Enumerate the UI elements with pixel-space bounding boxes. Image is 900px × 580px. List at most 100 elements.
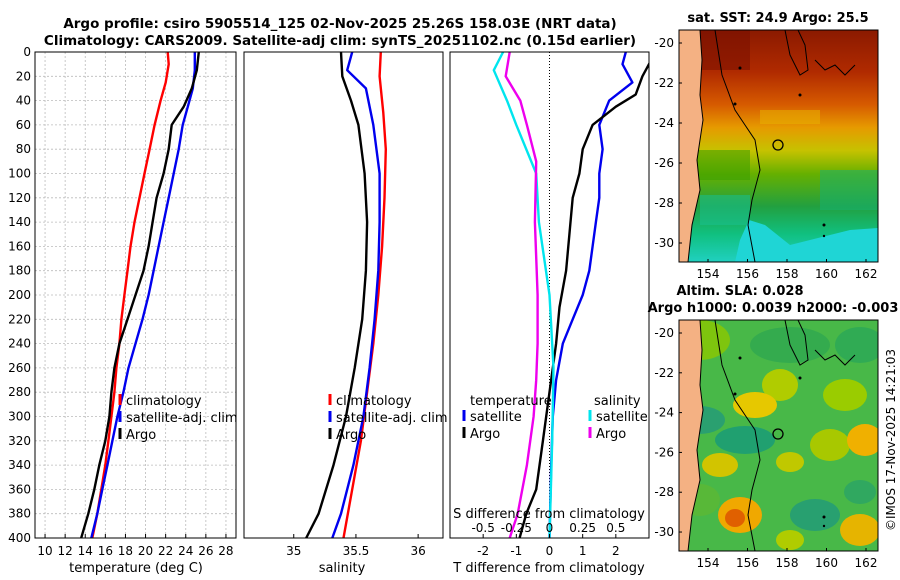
series-line-salinity-satellite — [492, 52, 555, 538]
series-line-temperature-argo — [518, 61, 649, 538]
main-title-line2: Climatology: CARS2009. Satellite-adj cli… — [44, 33, 636, 49]
y-tick-label: 40 — [16, 94, 31, 108]
map-lon-label: 156 — [736, 556, 759, 570]
x-tick-label: 36 — [410, 544, 425, 558]
x-tick-label: 10 — [37, 544, 52, 558]
sla-map: Altim. SLA: 0.028 Argo h1000: 0.0039 h20… — [648, 284, 899, 570]
y-tick-label: 400 — [8, 531, 31, 545]
map-lat-label: -28 — [654, 485, 674, 499]
legend-label: satellite — [596, 410, 648, 425]
legend-label: Argo — [596, 427, 626, 442]
sla-land — [679, 320, 703, 551]
x-tick-label: 16 — [98, 544, 113, 558]
sst-argo-location-marker — [772, 139, 784, 151]
y-tick-label: 280 — [8, 385, 31, 399]
legend-group-title: salinity — [594, 394, 641, 409]
temperature-legend: climatology satellite-adj. clim Argo — [118, 394, 238, 443]
y-tick-label: 200 — [8, 288, 31, 302]
map-lat-label: -24 — [654, 406, 674, 420]
y-tick-label: 160 — [8, 239, 31, 253]
y-tick-label: 220 — [8, 312, 31, 326]
series-line-argo — [80, 52, 200, 538]
y-tick-label: 260 — [8, 361, 31, 375]
difference-legend: temperature salinitysatelliteArgosatellit… — [462, 394, 648, 442]
legend-label: satellite — [470, 410, 522, 425]
legend-label: climatology — [126, 394, 202, 409]
legend-label: climatology — [336, 394, 412, 409]
x-tick-label: 26 — [198, 544, 213, 558]
x-tick-label: 24 — [178, 544, 193, 558]
secondary-x-tick-label: -0.5 — [471, 521, 494, 535]
map-lon-label: 158 — [776, 556, 799, 570]
x-tick-label: -2 — [477, 544, 489, 558]
y-tick-label: 100 — [8, 167, 31, 181]
map-lat-label: -30 — [654, 236, 674, 250]
series-line-satellite-adj-clim — [90, 52, 196, 538]
sst-cool-patch — [735, 220, 878, 262]
temperature-xlabel: temperature (deg C) — [69, 561, 203, 576]
sst-land — [679, 30, 703, 262]
y-tick-label: 300 — [8, 410, 31, 424]
series-line-salinity-argo — [504, 52, 539, 538]
difference-xlabel: T difference from climatology — [452, 561, 645, 576]
y-tick-label: 20 — [16, 69, 31, 83]
map-lat-label: -30 — [654, 525, 674, 539]
sla-map-ticks: 154 156 158 160 162 -20 -22 -24 -26 -28 -30 — [654, 326, 877, 570]
x-tick-label: 22 — [158, 544, 173, 558]
series-line-climatology — [91, 52, 170, 538]
x-tick-label: 18 — [118, 544, 133, 558]
y-tick-label: 240 — [8, 337, 31, 351]
series-line-satellite-adj-clim — [331, 52, 381, 538]
legend-label: Argo — [336, 428, 366, 443]
map-lon-label: 158 — [776, 267, 799, 281]
legend-group-title: temperature — [470, 394, 552, 409]
series-line-argo — [305, 52, 369, 538]
x-tick-label: 0 — [546, 544, 554, 558]
map-lat-label: -22 — [654, 366, 674, 380]
map-lon-label: 162 — [855, 267, 878, 281]
x-tick-label: 35.5 — [343, 544, 370, 558]
y-tick-label: 60 — [16, 118, 31, 132]
sst-map: sat. SST: 24.9 Argo: 25.5 154 15 — [654, 11, 879, 281]
series-line-climatology — [342, 52, 387, 538]
secondary-x-tick-label: 0 — [546, 521, 554, 535]
x-tick-label: 1 — [579, 544, 587, 558]
map-lon-label: 160 — [815, 267, 838, 281]
difference-secondary-xlabel: S difference from climatology — [453, 507, 645, 522]
y-tick-label: 80 — [16, 142, 31, 156]
y-tick-label: 140 — [8, 215, 31, 229]
map-lat-label: -20 — [654, 326, 674, 340]
map-lon-label: 156 — [736, 267, 759, 281]
x-tick-label: 12 — [58, 544, 73, 558]
y-tick-label: 360 — [8, 482, 31, 496]
imos-watermark: ©IMOS 17-Nov-2025 14:21:03 — [884, 349, 898, 531]
sla-map-title-line1: Altim. SLA: 0.028 — [677, 284, 804, 299]
secondary-x-tick-label: 0.25 — [569, 521, 596, 535]
legend-label: satellite-adj. clim — [336, 411, 448, 426]
map-lat-label: -26 — [654, 445, 674, 459]
salinity-axes-frame — [243, 51, 444, 539]
map-lon-label: 154 — [697, 267, 720, 281]
map-lat-label: -28 — [654, 196, 674, 210]
salinity-series — [305, 52, 387, 538]
difference-series — [492, 52, 649, 538]
map-lon-label: 160 — [815, 556, 838, 570]
temperature-series — [80, 52, 200, 538]
y-tick-label: 380 — [8, 507, 31, 521]
map-lat-label: -20 — [654, 36, 674, 50]
y-tick-label: 0 — [23, 45, 31, 59]
sst-reef-contour — [784, 30, 809, 76]
map-lon-label: 162 — [855, 556, 878, 570]
secondary-x-tick-label: -0.25 — [501, 521, 532, 535]
sst-texture — [680, 30, 878, 225]
map-lat-label: -26 — [654, 156, 674, 170]
y-tick-label: 120 — [8, 191, 31, 205]
x-tick-label: 20 — [138, 544, 153, 558]
sla-map-title-line2: Argo h1000: 0.0039 h2000: -0.003 — [648, 301, 899, 316]
legend-label: Argo — [126, 428, 156, 443]
x-tick-label: 14 — [78, 544, 93, 558]
main-title-line1: Argo profile: csiro 5905514_125 02-Nov-2… — [63, 16, 616, 32]
salinity-panel: 35 35.5 36 salinity climatology satellite-a… — [243, 51, 448, 576]
y-tick-label: 340 — [8, 458, 31, 472]
